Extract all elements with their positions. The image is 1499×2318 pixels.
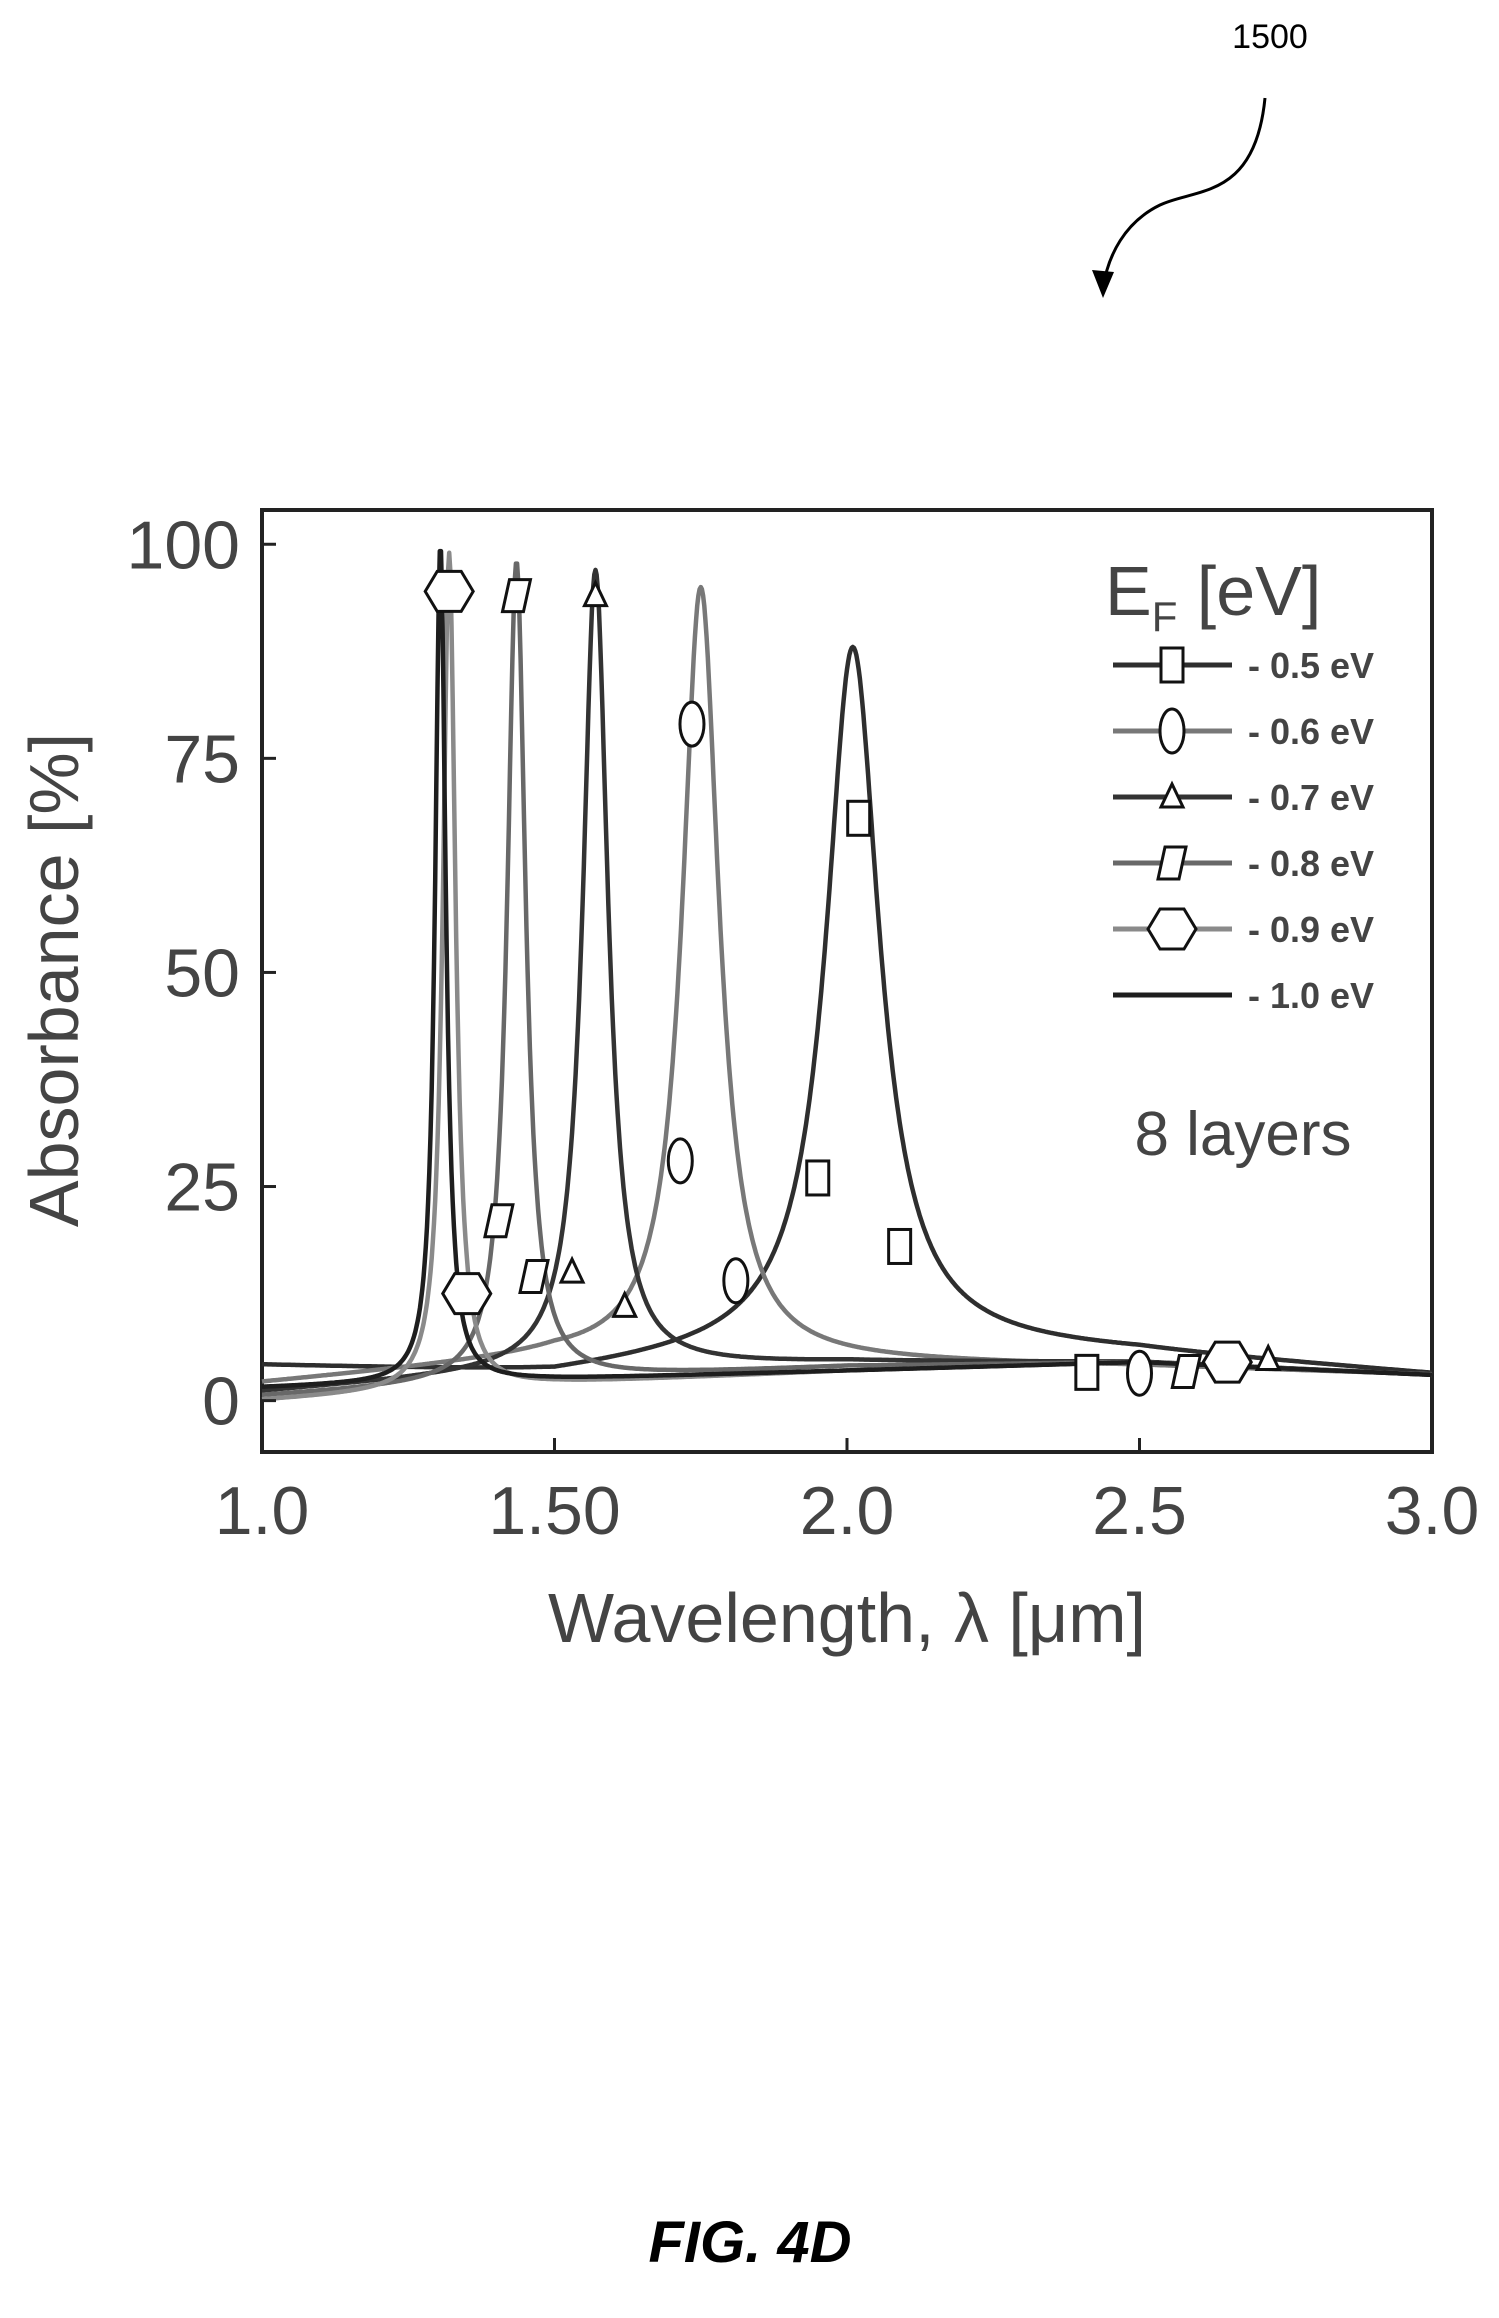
legend-label-0p5eV: - 0.5 eV bbox=[1248, 645, 1374, 686]
y-tick-label: 25 bbox=[164, 1150, 240, 1226]
marker-0p6eV bbox=[722, 1257, 750, 1305]
markers-layer bbox=[423, 569, 1282, 1397]
marker-0p6eV bbox=[678, 700, 706, 748]
marker-0p7eV bbox=[558, 1255, 586, 1284]
reference-arrowhead bbox=[1092, 270, 1114, 298]
marker-0p5eV bbox=[846, 799, 872, 837]
x-tick-label: 2.0 bbox=[800, 1473, 895, 1549]
marker-0p7eV bbox=[1254, 1343, 1282, 1372]
y-tick-label: 0 bbox=[202, 1364, 240, 1440]
reference-arrow bbox=[1101, 97, 1267, 289]
legend-marker-0p8eV bbox=[1156, 845, 1188, 881]
legend-label-0p6eV: - 0.6 eV bbox=[1248, 711, 1374, 752]
y-tick-label: 50 bbox=[164, 935, 240, 1011]
marker-0p5eV bbox=[887, 1227, 913, 1265]
legend-label-1p0eV: - 1.0 eV bbox=[1248, 975, 1374, 1016]
marker-0p7eV bbox=[582, 579, 609, 608]
marker-0p8eV bbox=[500, 578, 533, 614]
marker-0p7eV bbox=[611, 1289, 639, 1318]
legend-label-0p7eV: - 0.7 eV bbox=[1248, 777, 1374, 818]
marker-0p6eV bbox=[666, 1137, 694, 1185]
y-tick-label: 75 bbox=[164, 721, 240, 797]
chart-annotation: 8 layers bbox=[1134, 1100, 1351, 1169]
legend-label-0p9eV: - 0.9 eV bbox=[1248, 909, 1374, 950]
x-tick-label: 3.0 bbox=[1385, 1473, 1480, 1549]
marker-0p8eV bbox=[483, 1203, 515, 1239]
marker-0p5eV bbox=[805, 1159, 831, 1197]
legend-marker-0p7eV bbox=[1158, 780, 1186, 809]
marker-0p8eV bbox=[1170, 1354, 1203, 1390]
legend: EF [eV] - 0.5 eV - 0.6 eV - 0.7 eV - 0.8 eV… bbox=[1105, 552, 1374, 1016]
figure-caption: FIG. 4D bbox=[648, 2210, 851, 2275]
marker-0p9eV bbox=[1201, 1340, 1253, 1384]
x-tick-label: 1.50 bbox=[488, 1473, 620, 1549]
marker-0p5eV bbox=[1074, 1353, 1100, 1391]
y-axis-title: Absorbance [%] bbox=[15, 733, 93, 1227]
x-tick-label: 2.5 bbox=[1092, 1473, 1187, 1549]
marker-0p9eV bbox=[441, 1272, 493, 1316]
y-tick-label: 100 bbox=[127, 507, 240, 583]
ticks-layer: 1.0 1.50 2.0 2.5 3.0 0 25 50 75 100 bbox=[127, 507, 1480, 1549]
legend-title: EF [eV] bbox=[1105, 552, 1321, 640]
legend-marker-0p6eV bbox=[1158, 707, 1186, 755]
x-axis-title: Wavelength, λ [μm] bbox=[548, 1579, 1146, 1657]
reference-number: 1500 bbox=[1232, 18, 1308, 56]
marker-0p8eV bbox=[518, 1258, 550, 1294]
legend-marker-0p5eV bbox=[1159, 646, 1185, 684]
x-tick-label: 1.0 bbox=[215, 1473, 310, 1549]
marker-0p9eV bbox=[423, 569, 475, 613]
legend-label-0p8eV: - 0.8 eV bbox=[1248, 843, 1374, 884]
legend-marker-0p9eV bbox=[1146, 907, 1198, 951]
marker-0p6eV bbox=[1126, 1349, 1153, 1397]
